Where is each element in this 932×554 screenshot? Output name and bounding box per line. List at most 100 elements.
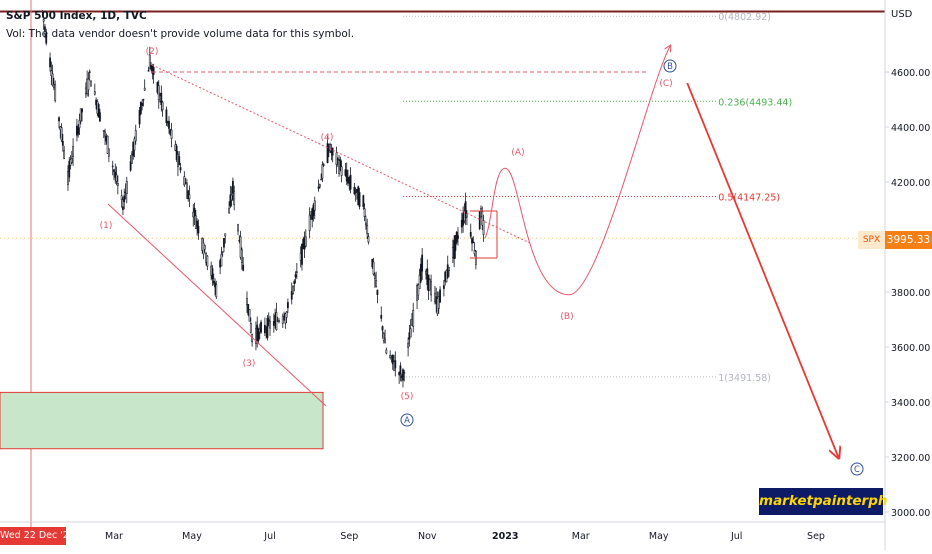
candle-up <box>466 213 468 218</box>
candle-down <box>266 317 269 338</box>
candle-up <box>366 225 369 235</box>
time-tick-label: Mar <box>105 531 123 542</box>
candle-up <box>111 165 114 168</box>
wave-label: (A) <box>511 148 524 158</box>
candle-up <box>50 70 53 76</box>
candle-up <box>237 224 239 232</box>
candle-up <box>437 296 440 309</box>
candle-up <box>206 255 209 267</box>
candle-down <box>294 274 297 278</box>
candle-up <box>318 184 321 188</box>
final-wave-arrow <box>686 82 838 457</box>
candle-up <box>90 80 92 87</box>
demand-zone <box>0 391 324 450</box>
candle-up <box>249 323 252 333</box>
price-tick-label: 4200.00 <box>891 178 930 189</box>
candle-down <box>160 92 163 106</box>
candle-down <box>113 169 115 172</box>
candle-down <box>102 130 105 132</box>
candle-up <box>104 131 106 137</box>
candle-up <box>107 148 110 157</box>
fib-label: 0(4802.92) <box>718 12 771 23</box>
candle-down <box>381 326 384 331</box>
candle-down <box>457 235 459 239</box>
candle-up <box>161 101 164 111</box>
candle-down <box>179 167 182 171</box>
candle-down <box>349 174 352 190</box>
candle-down <box>380 314 383 319</box>
candle-down <box>168 120 170 129</box>
candle-up <box>382 333 385 341</box>
candle-down <box>129 161 132 171</box>
volume-note: Vol: The data vendor doesn't provide vol… <box>6 28 355 40</box>
candle-down <box>232 180 234 194</box>
time-tick-label: May <box>649 531 669 542</box>
candle-down <box>345 169 348 182</box>
candle-down <box>77 126 80 135</box>
candle-down <box>421 254 424 272</box>
candle-up <box>115 174 118 182</box>
candle-up <box>87 78 90 91</box>
candle-up <box>215 284 218 298</box>
candle-up <box>367 236 370 243</box>
fib-label: 0.236(4493.44) <box>718 97 792 108</box>
price-tick-label: 3200.00 <box>891 453 930 464</box>
wave-circle-marker <box>850 462 864 476</box>
wave-label: (5) <box>401 392 414 402</box>
candle-up <box>70 157 73 163</box>
candle-up <box>320 178 323 181</box>
fib-label: 0.5(4147.25) <box>718 193 780 204</box>
candle-up <box>430 281 433 296</box>
time-tick-label: May <box>182 531 202 542</box>
candle-down <box>339 159 342 171</box>
symbol-tag: SPX <box>858 231 885 249</box>
candle-up <box>285 311 288 318</box>
candle-down <box>454 235 457 251</box>
candle-up <box>67 171 69 185</box>
candle-up <box>281 315 284 324</box>
candle-up <box>79 108 82 122</box>
candle-up <box>482 220 485 235</box>
price-tick-label: 3000.00 <box>891 508 930 519</box>
candle-down <box>165 109 168 124</box>
candle-up <box>220 253 223 267</box>
wave-circle-label: A <box>404 416 410 426</box>
candle-down <box>58 117 60 122</box>
candle-down <box>61 140 64 146</box>
candle-down <box>290 290 293 300</box>
candle-up <box>42 19 45 22</box>
candle-down <box>68 160 71 178</box>
candle-up <box>240 249 243 264</box>
candle-down <box>362 195 365 207</box>
candle-up <box>72 146 74 157</box>
candle-down <box>471 238 473 244</box>
time-tick-label: 2023 <box>492 531 518 542</box>
candle-down <box>439 289 441 303</box>
candle-down <box>49 57 51 68</box>
wave-circle-label: B <box>667 62 673 72</box>
candle-up <box>116 182 119 186</box>
candle-down <box>353 186 356 195</box>
symbol-title: S&P 500 Index, 1D, TVC <box>6 10 147 22</box>
candle-up <box>134 130 137 142</box>
fib-label: 1(3491.58) <box>718 373 771 384</box>
price-tick-label: 3600.00 <box>891 343 930 354</box>
candle-down <box>88 71 91 73</box>
candle-up <box>375 280 378 287</box>
candle-down <box>272 321 275 326</box>
candle-up <box>284 313 287 324</box>
candle-down <box>293 280 296 284</box>
candle-down <box>331 147 334 156</box>
candle-down <box>193 207 196 217</box>
candle-up <box>329 143 331 152</box>
candle-up <box>340 166 343 176</box>
last-price-tag: 3995.33 <box>885 231 932 249</box>
price-tick-label: 3800.00 <box>891 288 930 299</box>
candle-up <box>63 149 66 159</box>
time-tick-label: Nov <box>418 531 437 542</box>
candle-up <box>269 320 271 329</box>
consolidation-bracket <box>470 210 498 259</box>
